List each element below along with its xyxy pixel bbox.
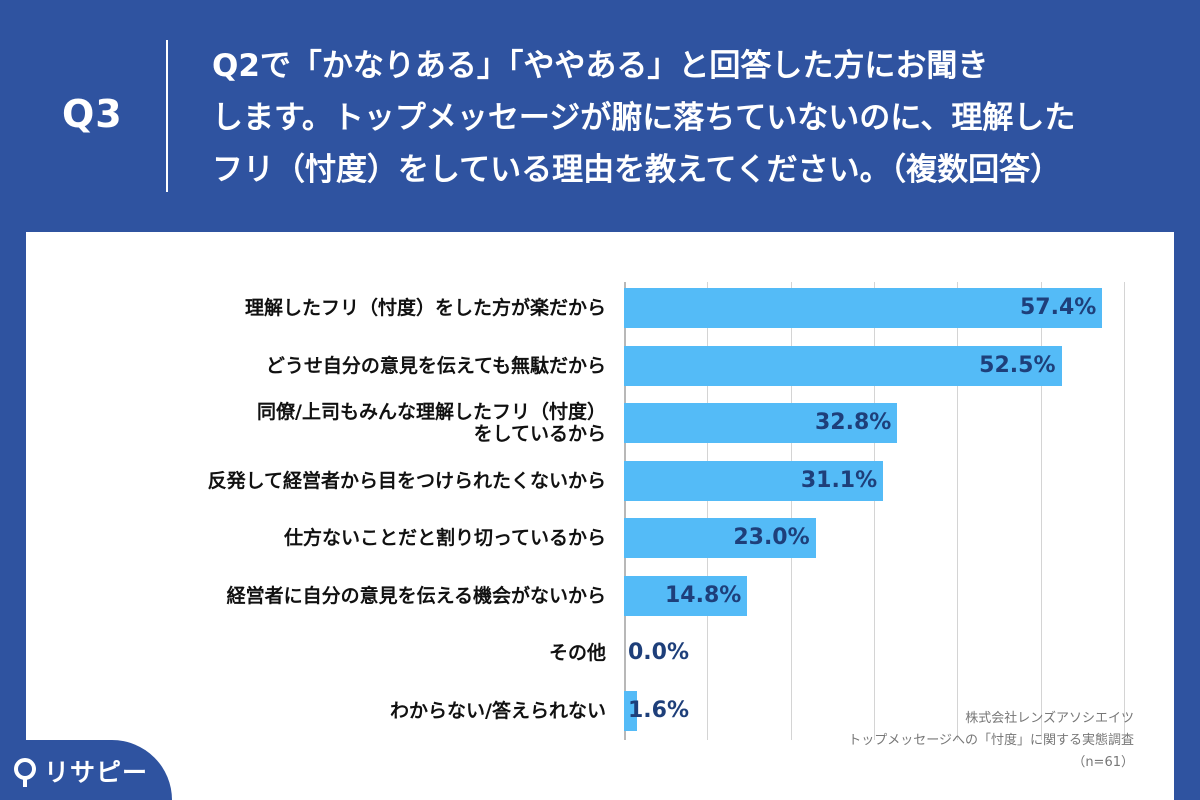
bar [624, 345, 1062, 386]
grid-line [790, 282, 792, 740]
value-label: 57.4% [1020, 295, 1097, 320]
category-label: 同僚/上司もみんな理解したフリ（忖度） をしているから [257, 401, 606, 445]
source-survey: トップメッセージへの「忖度」に関する実態調査 [848, 733, 1134, 748]
source-sample-size: （n=61） [1072, 755, 1134, 770]
question-header: Q3 Q2で「かなりある」「ややある」と回答した方にお聞き します。トップメッセ… [0, 0, 1200, 232]
bar [624, 460, 884, 501]
bar [624, 403, 898, 443]
value-label: 23.0% [733, 525, 810, 550]
value-label: 31.1% [800, 467, 878, 493]
category-label: 仕方ないことだと割り切っているから [283, 527, 606, 549]
brand-logo: リサピー [0, 740, 172, 800]
question-text: Q2で「かなりある」「ややある」と回答した方にお聞き します。トップメッセージが… [212, 48, 1076, 188]
chart-panel: 理解したフリ（忖度）をした方が楽だから 57.4% どうせ自分の意見を伝えても無駄だ… [26, 232, 1174, 800]
value-label: 32.8% [815, 410, 892, 435]
grid-line [874, 282, 875, 740]
value-label: 14.8% [665, 582, 742, 608]
category-label: 理解したフリ（忖度）をした方が楽だから [244, 297, 606, 319]
y-axis-line [624, 282, 626, 740]
pin-icon [14, 758, 36, 787]
brand-name: リサピー [44, 758, 149, 787]
source-note: 株式会社レンズアソシエイツ トップメッセージへの「忖度」に関する実態調査 （n=… [734, 708, 1134, 774]
grid-line [1040, 282, 1042, 740]
bar [624, 690, 638, 731]
question-number: Q3 [62, 92, 123, 136]
grid-line [957, 282, 959, 740]
category-label: どうせ自分の意見を伝えても無駄だから [265, 354, 606, 377]
source-company: 株式会社レンズアソシエイツ [965, 711, 1134, 726]
header-divider [166, 40, 168, 192]
bar [624, 575, 748, 616]
category-label: 反発して経営者から目をつけられたくないから [207, 469, 606, 492]
category-label: わからない/答えられない [390, 699, 606, 722]
value-label: 52.5% [979, 352, 1056, 378]
value-label: 1.6% [628, 697, 690, 723]
category-label: その他 [548, 642, 606, 664]
bar [624, 518, 816, 558]
grid-line [707, 282, 709, 740]
bar [624, 288, 1103, 328]
value-label: 0.0% [628, 640, 690, 665]
grid-line [1124, 282, 1125, 740]
category-label: 経営者に自分の意見を伝える機会がないから [226, 584, 606, 607]
